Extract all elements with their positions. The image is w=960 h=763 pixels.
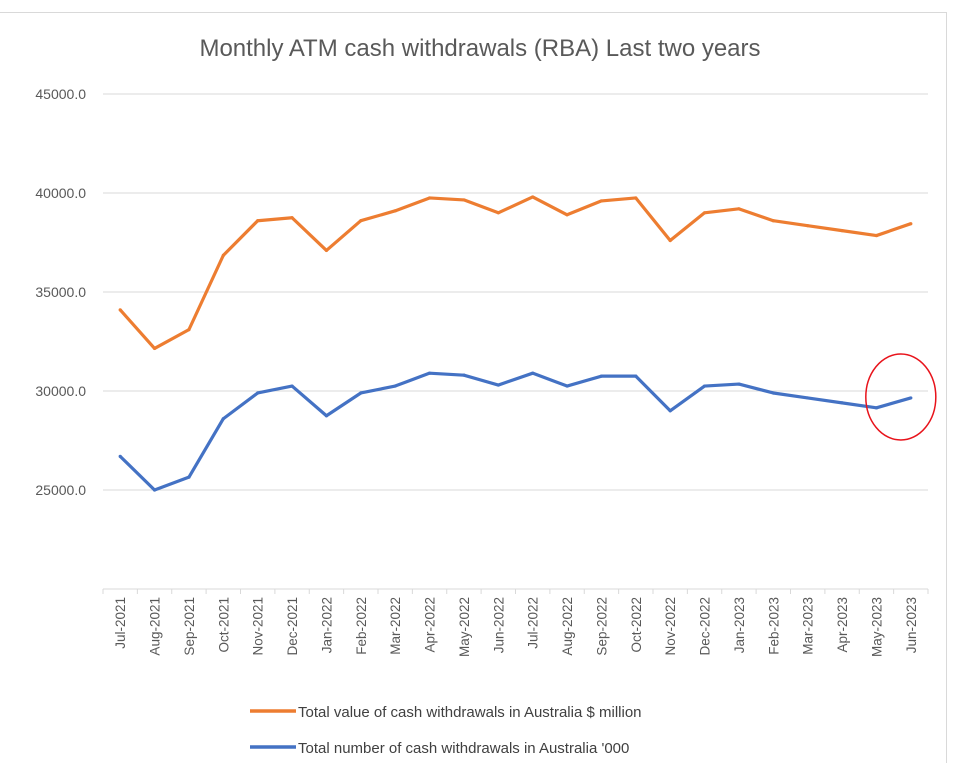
data-point [634,374,638,378]
data-point [496,383,500,387]
series-line-1 [119,371,912,492]
data-point [118,308,122,312]
data-point [702,384,707,388]
x-tick-label: Nov-2021 [251,597,266,656]
series-line-0 [118,195,912,351]
data-point [909,222,913,226]
x-tick-label: Aug-2021 [148,597,163,656]
data-point [668,238,672,243]
data-point [187,475,191,479]
data-point [221,417,225,421]
x-tick-label: Oct-2021 [216,597,231,653]
x-tick-label: Jun-2023 [904,597,919,653]
legend-label-0: Total value of cash withdrawals in Austr… [298,704,642,721]
x-tick-label: Jan-2023 [732,597,747,653]
data-point [840,229,844,233]
x-tick-label: Apr-2022 [423,597,438,653]
data-point [462,373,466,377]
x-tick-label: Jan-2022 [319,597,334,653]
data-point [496,211,500,215]
data-point [221,253,225,257]
data-point [599,199,604,203]
x-tick-label: Jul-2021 [113,597,128,649]
data-point [324,248,329,253]
x-tick-label: Mar-2022 [388,597,403,655]
data-point [771,391,775,395]
data-point [359,391,363,395]
x-tick-label: Oct-2022 [629,597,644,653]
data-point [393,209,397,213]
data-point [909,396,913,400]
y-tick-label: 25000.0 [35,482,86,498]
data-point [806,224,810,228]
data-point [840,401,844,405]
y-tick-label: 35000.0 [35,284,86,300]
x-tick-label: Sep-2022 [594,597,609,656]
y-tick-label: 45000.0 [35,86,86,102]
x-tick-label: Nov-2022 [663,597,678,656]
x-tick-label: Jun-2022 [491,597,506,653]
chart-frame [0,12,947,763]
data-point [531,371,535,375]
data-point [290,216,294,220]
data-point [152,488,157,492]
y-tick-label: 40000.0 [35,185,86,201]
data-point [737,382,741,386]
data-point [427,196,432,200]
data-point [427,371,432,375]
x-tick-label: Aug-2022 [560,597,575,656]
x-tick-label: May-2023 [869,597,884,657]
x-tick-label: May-2022 [457,597,472,657]
data-point [668,409,672,413]
x-tick-label: Apr-2023 [835,597,850,653]
x-tick-label: Feb-2022 [354,597,369,655]
data-point [565,384,569,388]
data-point [565,213,569,217]
data-point [531,195,535,199]
data-point [771,219,775,223]
data-point [599,374,604,378]
x-tick-label: Sep-2021 [182,597,197,656]
data-point [393,384,397,388]
data-point [256,219,260,223]
data-point [152,346,157,351]
data-point [187,328,191,332]
data-point [737,207,741,211]
data-point [634,196,638,200]
x-tick-label: Dec-2022 [698,597,713,656]
x-tick-label: Dec-2021 [285,597,300,656]
x-tick-label: Mar-2023 [801,597,816,655]
data-point [702,211,707,215]
data-point [806,396,810,400]
x-tick-label: Jul-2022 [526,597,541,649]
chart-title: Monthly ATM cash withdrawals (RBA) Last … [199,35,760,62]
data-point [874,233,879,238]
data-point [874,406,879,410]
data-point [324,414,329,418]
data-point [290,384,294,388]
data-point [359,219,363,223]
highlight-ellipse [865,353,937,441]
y-tick-label: 30000.0 [35,383,86,399]
x-tick-label: Feb-2023 [766,597,781,655]
data-point [462,198,466,202]
data-point [118,454,122,458]
data-point [256,391,260,395]
legend-label-1: Total number of cash withdrawals in Aust… [298,740,629,757]
